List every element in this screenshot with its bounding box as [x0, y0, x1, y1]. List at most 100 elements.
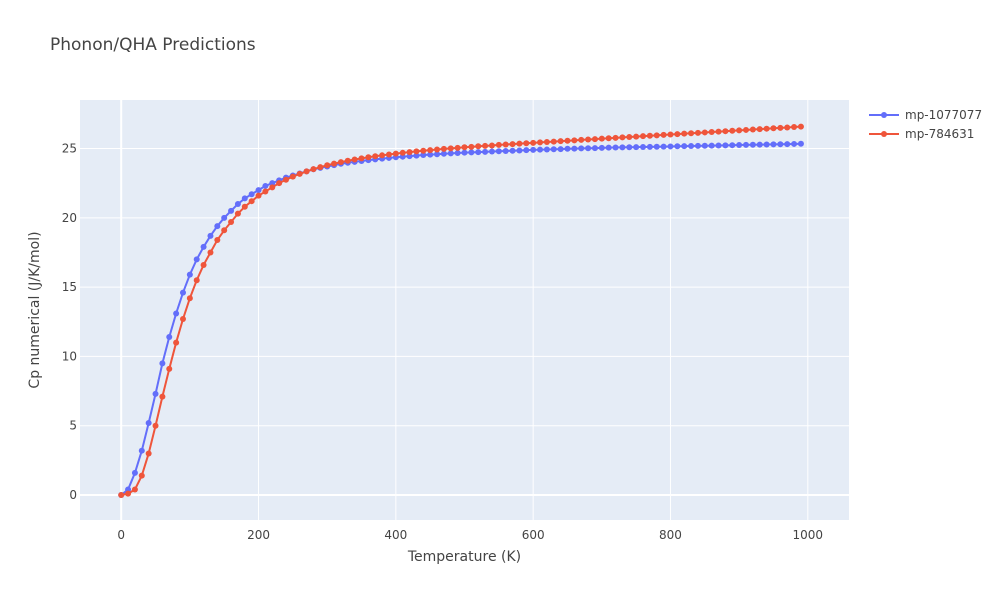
data-point[interactable]: [701, 129, 708, 136]
data-point[interactable]: [694, 142, 701, 149]
data-point[interactable]: [681, 130, 688, 137]
data-point[interactable]: [379, 152, 386, 159]
data-point[interactable]: [228, 207, 235, 214]
data-point[interactable]: [145, 419, 152, 426]
data-point[interactable]: [743, 141, 750, 148]
data-point[interactable]: [578, 145, 585, 152]
data-point[interactable]: [392, 150, 399, 157]
data-point[interactable]: [468, 149, 475, 156]
data-point[interactable]: [777, 124, 784, 131]
data-point[interactable]: [248, 198, 255, 205]
data-point[interactable]: [591, 136, 598, 143]
data-point[interactable]: [138, 472, 145, 479]
data-point[interactable]: [358, 155, 365, 162]
data-point[interactable]: [660, 143, 667, 150]
data-point[interactable]: [289, 173, 296, 180]
data-point[interactable]: [530, 146, 537, 153]
data-point[interactable]: [461, 149, 468, 156]
data-point[interactable]: [186, 271, 193, 278]
data-point[interactable]: [131, 469, 138, 476]
data-point[interactable]: [186, 295, 193, 302]
data-point[interactable]: [228, 218, 235, 225]
data-point[interactable]: [653, 132, 660, 139]
data-point[interactable]: [372, 153, 379, 160]
data-point[interactable]: [221, 227, 228, 234]
legend[interactable]: mp-1077077 mp-784631: [869, 108, 982, 141]
data-point[interactable]: [784, 124, 791, 131]
data-point[interactable]: [125, 490, 132, 497]
data-point[interactable]: [468, 143, 475, 150]
data-point[interactable]: [605, 144, 612, 151]
data-point[interactable]: [241, 203, 248, 210]
data-point[interactable]: [138, 447, 145, 454]
data-point[interactable]: [488, 142, 495, 149]
data-point[interactable]: [324, 162, 331, 169]
data-point[interactable]: [482, 148, 489, 155]
data-point[interactable]: [564, 137, 571, 144]
data-point[interactable]: [708, 129, 715, 136]
data-point[interactable]: [413, 152, 420, 159]
data-point[interactable]: [784, 141, 791, 148]
data-point[interactable]: [303, 168, 310, 175]
data-point[interactable]: [756, 141, 763, 148]
data-point[interactable]: [434, 146, 441, 153]
data-point[interactable]: [152, 422, 159, 429]
data-point[interactable]: [145, 450, 152, 457]
data-point[interactable]: [406, 149, 413, 156]
data-point[interactable]: [660, 131, 667, 138]
data-point[interactable]: [427, 147, 434, 154]
data-point[interactable]: [585, 136, 592, 143]
data-point[interactable]: [791, 124, 798, 131]
data-point[interactable]: [523, 147, 530, 154]
data-point[interactable]: [399, 149, 406, 156]
data-point[interactable]: [722, 128, 729, 135]
data-point[interactable]: [619, 144, 626, 151]
data-point[interactable]: [791, 140, 798, 147]
data-point[interactable]: [619, 134, 626, 141]
data-point[interactable]: [317, 164, 324, 171]
data-point[interactable]: [598, 144, 605, 151]
data-point[interactable]: [756, 126, 763, 133]
data-point[interactable]: [482, 142, 489, 149]
data-point[interactable]: [688, 130, 695, 137]
data-point[interactable]: [543, 139, 550, 145]
data-point[interactable]: [461, 144, 468, 151]
data-point[interactable]: [626, 134, 633, 141]
data-point[interactable]: [159, 360, 166, 367]
data-point[interactable]: [571, 145, 578, 152]
data-point[interactable]: [646, 132, 653, 139]
data-point[interactable]: [234, 200, 241, 207]
data-point[interactable]: [543, 146, 550, 153]
data-point[interactable]: [440, 145, 447, 152]
data-point[interactable]: [722, 142, 729, 149]
data-point[interactable]: [207, 232, 214, 239]
data-point[interactable]: [351, 156, 358, 163]
series-mp-1077077[interactable]: [118, 140, 804, 499]
data-point[interactable]: [770, 141, 777, 148]
data-point[interactable]: [344, 157, 351, 164]
data-point[interactable]: [646, 143, 653, 150]
data-point[interactable]: [447, 145, 454, 152]
data-point[interactable]: [530, 139, 537, 146]
data-point[interactable]: [736, 127, 743, 134]
data-point[interactable]: [502, 141, 509, 148]
data-point[interactable]: [365, 154, 372, 161]
data-point[interactable]: [626, 144, 633, 151]
data-point[interactable]: [131, 486, 138, 493]
data-point[interactable]: [694, 129, 701, 136]
data-point[interactable]: [262, 182, 269, 189]
data-point[interactable]: [207, 249, 214, 256]
data-point[interactable]: [214, 223, 221, 230]
data-point[interactable]: [296, 170, 303, 177]
data-point[interactable]: [516, 140, 523, 147]
data-point[interactable]: [495, 141, 502, 148]
data-point[interactable]: [640, 133, 647, 140]
data-point[interactable]: [729, 142, 736, 149]
data-point[interactable]: [550, 146, 557, 153]
data-point[interactable]: [454, 144, 461, 151]
legend-item[interactable]: mp-1077077: [869, 108, 982, 122]
data-point[interactable]: [179, 316, 186, 323]
data-point[interactable]: [749, 126, 756, 133]
data-point[interactable]: [193, 256, 200, 263]
data-point[interactable]: [427, 151, 434, 158]
